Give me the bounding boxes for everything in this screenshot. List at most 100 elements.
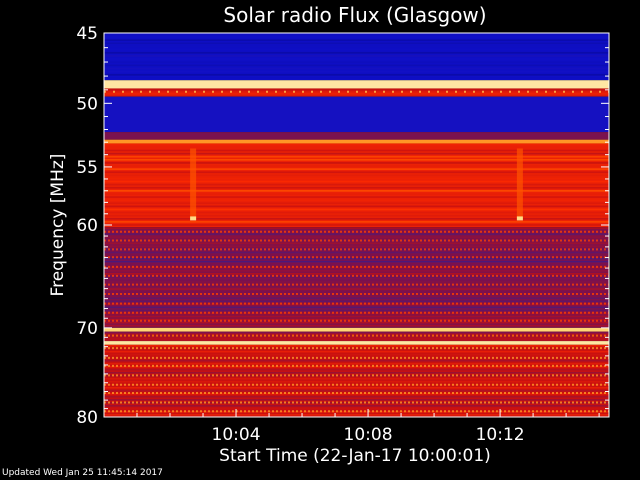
band-stripe — [104, 371, 609, 374]
y-tick-label: 55 — [76, 158, 98, 178]
band-stripe — [104, 193, 609, 195]
band-stripe — [104, 214, 609, 217]
band-stripe — [104, 48, 609, 51]
chart-title: Solar radio Flux (Glasgow) — [223, 3, 486, 27]
band-stripe — [104, 177, 609, 180]
band-stripe — [104, 236, 609, 239]
band-stripe — [104, 260, 609, 263]
band-stripe — [104, 389, 609, 392]
band-stripe — [104, 227, 609, 229]
band-stripe — [104, 362, 609, 365]
intensity-band — [104, 327, 609, 332]
band-stripe — [104, 309, 609, 312]
updated-timestamp: Updated Wed Jan 25 11:45:14 2017 — [2, 468, 163, 478]
band-stripe — [104, 291, 609, 293]
band-stripe — [104, 368, 609, 371]
intensity-band — [104, 132, 609, 140]
band-stripe — [104, 257, 609, 260]
band-stripe — [104, 300, 609, 303]
band-stripe — [104, 321, 609, 324]
band-stripe — [104, 263, 609, 266]
band-stripe — [104, 149, 609, 152]
intensity-band — [104, 96, 609, 133]
band-stripe — [104, 33, 609, 35]
band-stripe — [104, 146, 609, 149]
intensity-band — [104, 80, 609, 89]
band-stripe — [104, 251, 609, 254]
burst-peak — [190, 216, 197, 221]
band-stripe — [104, 324, 609, 327]
band-stripe — [104, 377, 609, 380]
band-stripe — [104, 282, 609, 284]
band-stripe — [104, 143, 609, 146]
band-stripe — [104, 413, 609, 416]
band-stripe — [104, 221, 609, 223]
band-stripe — [104, 168, 609, 170]
band-stripe — [104, 272, 609, 275]
band-stripe — [104, 315, 609, 318]
burst-peak — [516, 216, 523, 221]
band-stripe — [104, 70, 609, 73]
band-stripe — [104, 186, 609, 189]
band-stripe — [104, 294, 609, 297]
band-stripe — [104, 180, 609, 183]
band-stripe — [104, 73, 609, 76]
band-stripe — [104, 297, 609, 300]
burst-column — [190, 148, 197, 220]
intensity-band — [104, 341, 609, 345]
band-stripe — [104, 45, 609, 48]
band-stripe — [104, 407, 609, 410]
band-stripe — [104, 318, 609, 321]
band-stripe — [104, 199, 609, 202]
band-stripe — [104, 39, 609, 42]
band-stripe — [104, 398, 609, 401]
band-stripe — [104, 337, 609, 340]
band-stripe — [104, 331, 609, 334]
band-stripe — [104, 245, 609, 248]
band-stripe — [104, 306, 609, 309]
band-stripe — [104, 77, 609, 79]
band-stripe — [104, 224, 609, 226]
intensity-band — [104, 139, 609, 144]
band-stripe — [104, 58, 609, 60]
x-tick-label: 10:04 — [212, 425, 261, 445]
x-axis-label: Start Time (22-Jan-17 10:00:01) — [219, 446, 491, 466]
band-stripe — [104, 344, 609, 347]
band-stripe — [104, 64, 609, 67]
band-stripe — [104, 404, 609, 407]
band-stripe — [104, 55, 609, 57]
band-stripe — [104, 171, 609, 174]
x-tick-label: 10:08 — [344, 425, 393, 445]
burst-column — [516, 148, 523, 220]
y-tick-label: 70 — [76, 319, 98, 339]
band-stripe — [104, 196, 609, 198]
band-stripe — [104, 285, 609, 287]
band-stripe — [104, 233, 609, 235]
y-axis-label: Frequency [MHz] — [48, 154, 68, 297]
y-tick-label: 45 — [76, 24, 98, 44]
band-stripe — [104, 51, 609, 54]
band-stripe — [104, 217, 609, 220]
band-stripe — [104, 42, 609, 45]
band-stripe — [104, 269, 609, 272]
band-stripe — [104, 152, 609, 155]
band-stripe — [104, 61, 609, 64]
band-stripe — [104, 158, 609, 161]
x-axis-ticks: 10:04 10:08 10:12 — [136, 409, 600, 445]
band-stripe — [104, 242, 609, 245]
band-stripe — [104, 386, 609, 389]
band-stripe — [104, 254, 609, 257]
band-stripe — [104, 288, 609, 290]
band-stripe — [104, 162, 609, 164]
band-stripe — [104, 189, 609, 192]
band-stripe — [104, 183, 609, 186]
band-stripe — [104, 92, 609, 95]
band-stripe — [104, 155, 609, 158]
y-axis-ticks: 45 50 55 60 70 80 — [76, 24, 609, 428]
x-tick-label: 10:12 — [476, 425, 525, 445]
band-stripe — [104, 350, 609, 353]
band-stripe — [104, 174, 609, 177]
band-stripe — [104, 359, 609, 362]
band-stripe — [104, 380, 609, 383]
